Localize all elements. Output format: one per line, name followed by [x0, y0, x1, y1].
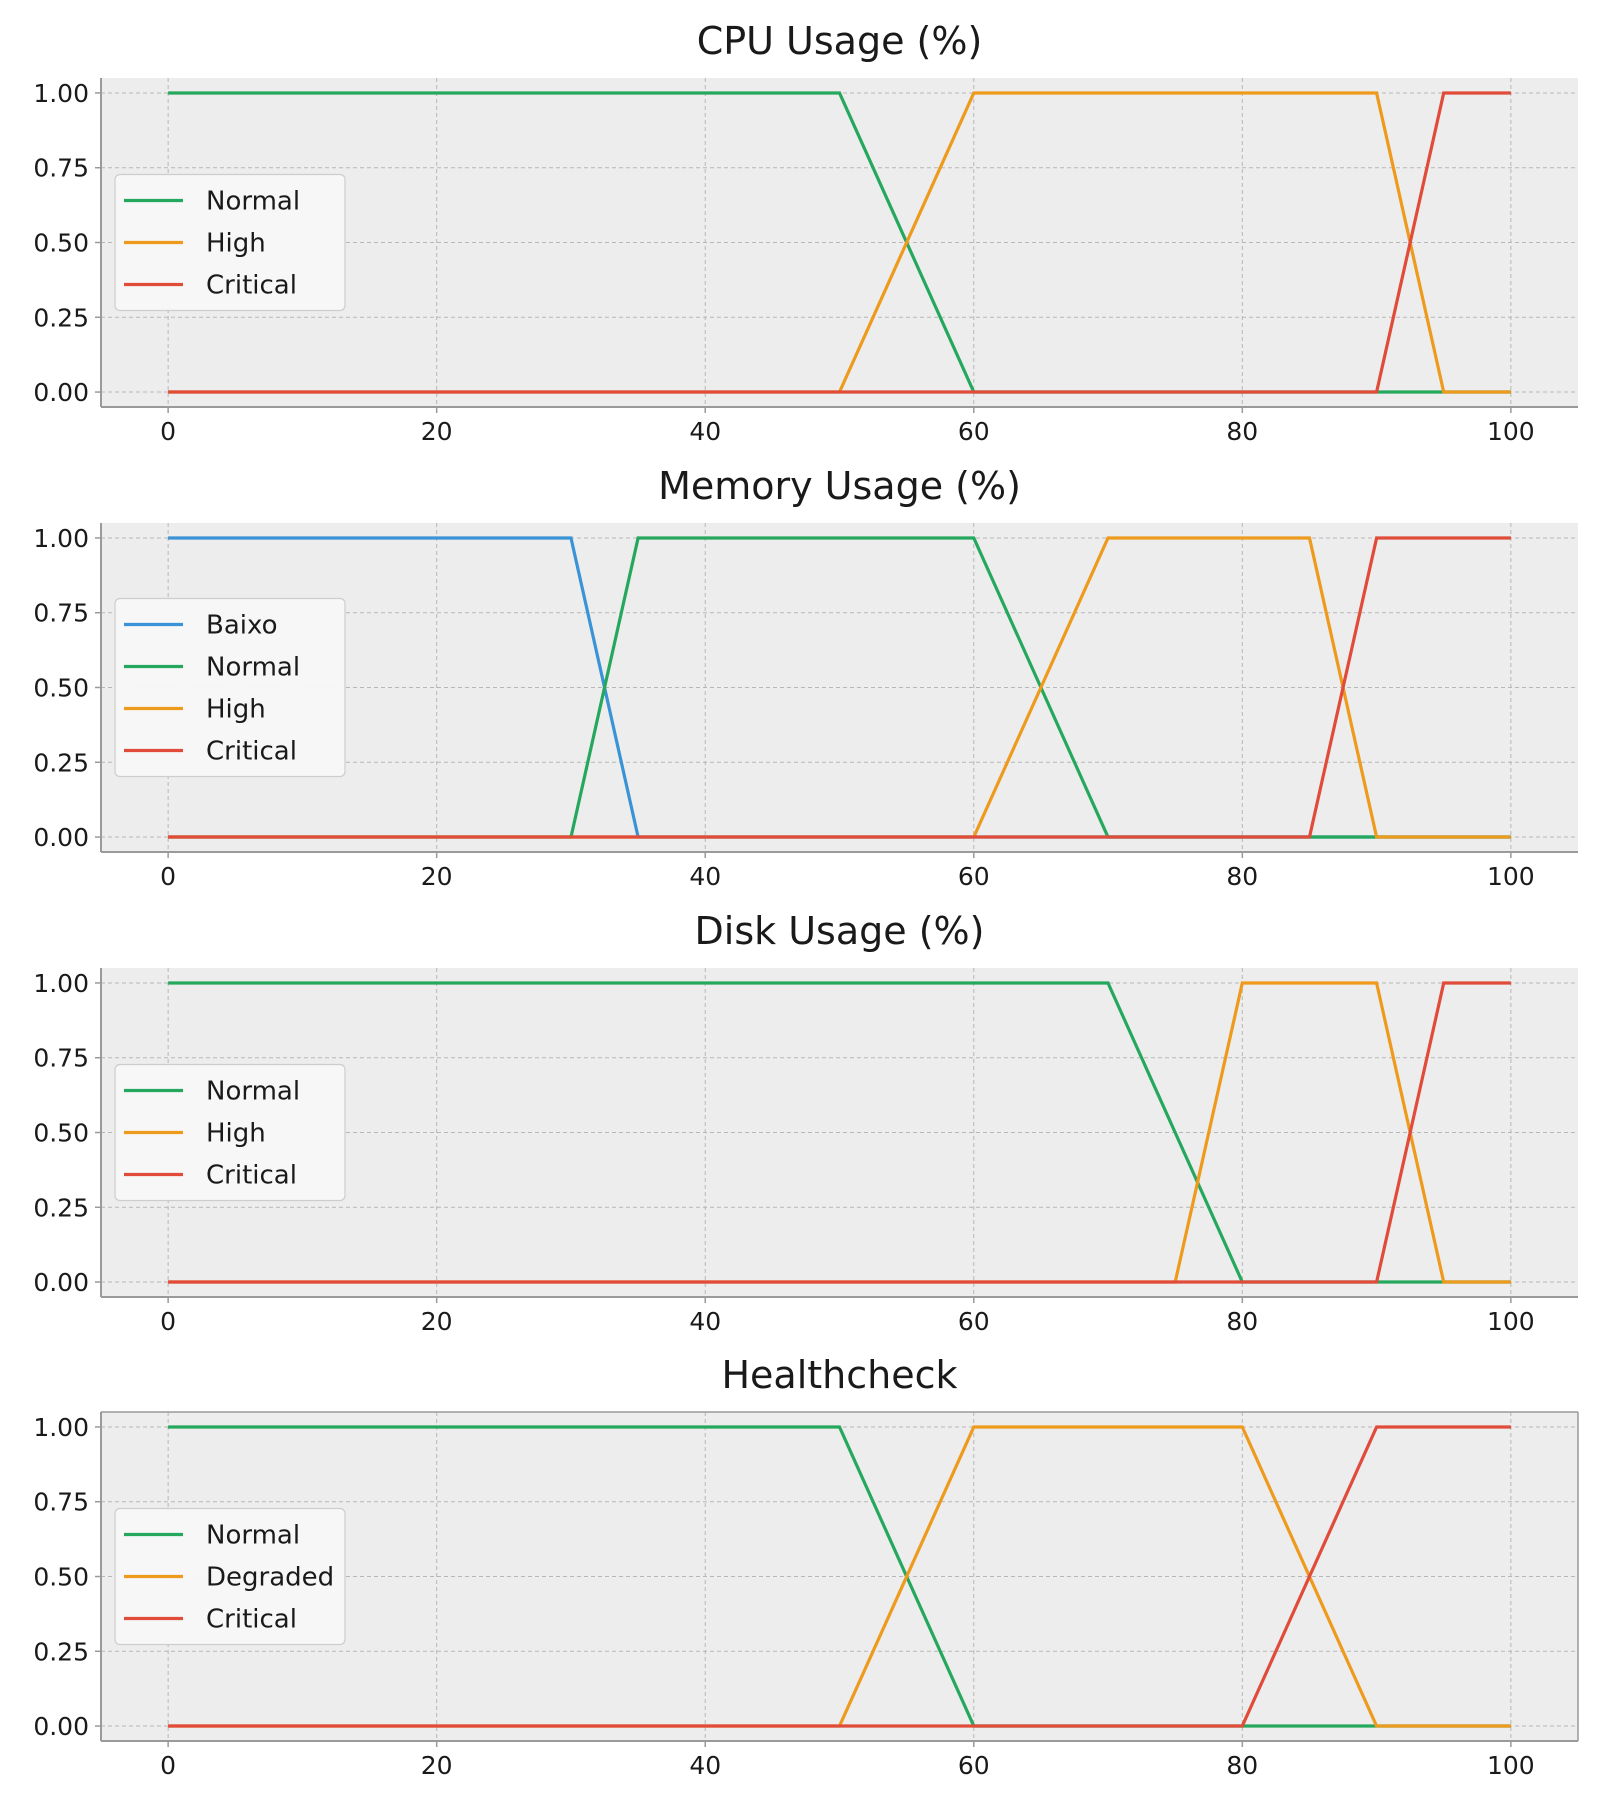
chart-3-ytick-label: 0.75	[33, 1044, 89, 1073]
chart-4-ytick-label: 0.50	[33, 1563, 89, 1592]
chart-2-xtick-label: 0	[160, 862, 176, 891]
chart-3-series-critical-line	[168, 981, 1511, 1284]
chart-4-xtick-label: 40	[689, 1751, 721, 1780]
chart-2-xtick-label: 20	[421, 862, 453, 891]
chart-3-legend: Normal High Critical	[114, 1063, 346, 1202]
chart-1-legend-label-high: High	[206, 229, 266, 259]
chart-3-legend-label-critical: Critical	[206, 1161, 297, 1191]
chart-2-ytick-label: 1.00	[33, 524, 89, 553]
chart-2-title: Memory Usage (%)	[658, 464, 1021, 508]
chart-1-ytick-label: 1.00	[33, 79, 89, 108]
chart-2-xtick-label: 100	[1487, 862, 1535, 891]
chart-3-title: Disk Usage (%)	[695, 909, 985, 953]
chart-4-legend-label-critical: Critical	[206, 1605, 297, 1635]
chart-1-ytick-label: 0.75	[33, 154, 89, 183]
chart-1-xtick-label: 0	[160, 417, 176, 446]
chart-1-legend-label-critical: Critical	[206, 271, 297, 301]
chart-1-xtick-label: 100	[1487, 417, 1535, 446]
chart-4-xtick-label: 0	[160, 1751, 176, 1780]
chart-2: Memory Usage (%) 0 20 40 60 80 100 0.00 0.25 0.50…	[33, 464, 1578, 891]
chart-3-legend-label-high: High	[206, 1119, 266, 1149]
chart-2-legend: Baixo Normal High Critical	[114, 597, 346, 778]
chart-2-legend-label-normal: Normal	[206, 653, 300, 683]
chart-4-ytick-label: 0.00	[33, 1712, 89, 1741]
chart-4-ytick-label: 0.75	[33, 1488, 89, 1517]
chart-2-ytick-label: 0.75	[33, 599, 89, 628]
chart-4-xtick-label: 80	[1226, 1751, 1258, 1780]
chart-3-ytick-label: 1.00	[33, 969, 89, 998]
chart-1-xtick-label: 40	[689, 417, 721, 446]
chart-3-ytick-label: 0.00	[33, 1268, 89, 1297]
chart-2-xtick-label: 80	[1226, 862, 1258, 891]
chart-2-ytick-label: 0.50	[33, 674, 89, 703]
chart-3-xtick-label: 40	[689, 1307, 721, 1336]
chart-1-xtick-label: 20	[421, 417, 453, 446]
chart-4-title: Healthcheck	[721, 1353, 957, 1397]
chart-4-ytick-label: 1.00	[33, 1413, 89, 1442]
chart-3: Disk Usage (%) 0 20 40 60 80 100 0.00 0.25 0.50 0.…	[33, 909, 1578, 1336]
chart-2-legend-label-baixo: Baixo	[206, 611, 278, 641]
chart-3-legend-box	[114, 1063, 346, 1202]
chart-4: Healthcheck 0 20 40 60 80 100 0.00 0.25 0.50 0.75 1…	[33, 1353, 1579, 1780]
chart-4-xtick-label: 20	[421, 1751, 453, 1780]
chart-3-xtick-label: 80	[1226, 1307, 1258, 1336]
chart-1-ytick-label: 0.50	[33, 229, 89, 258]
chart-1-title: CPU Usage (%)	[697, 19, 983, 63]
chart-1-ytick-label: 0.25	[33, 303, 89, 332]
chart-2-xtick-label: 40	[689, 862, 721, 891]
chart-2-xtick-label: 60	[958, 862, 990, 891]
chart-1-ytick-label: 0.00	[33, 378, 89, 407]
chart-4-series-critical-line	[168, 1425, 1511, 1728]
chart-1-xtick-label: 80	[1226, 417, 1258, 446]
chart-1-legend-label-normal: Normal	[206, 187, 300, 217]
chart-2-legend-label-high: High	[206, 695, 266, 725]
chart-4-legend-label-degraded: Degraded	[206, 1563, 334, 1593]
chart-4-legend-box	[114, 1507, 346, 1646]
chart-3-ytick-label: 0.25	[33, 1193, 89, 1222]
chart-1-legend-box	[114, 173, 346, 312]
chart-3-xtick-label: 0	[160, 1307, 176, 1336]
chart-2-ytick-label: 0.00	[33, 823, 89, 852]
chart-4-xtick-label: 100	[1487, 1751, 1535, 1780]
chart-2-series-critical-line	[168, 536, 1511, 839]
chart-3-ytick-label: 0.50	[33, 1119, 89, 1148]
chart-2-legend-box	[114, 597, 346, 778]
chart-4-xtick-label: 60	[958, 1751, 990, 1780]
chart-1: CPU Usage (%) 0 20 40 60 80 100 0.00 0.25 0.50 0.7…	[33, 19, 1578, 446]
chart-3-legend-label-normal: Normal	[206, 1077, 300, 1107]
chart-3-xtick-label: 100	[1487, 1307, 1535, 1336]
chart-1-legend: Normal High Critical	[114, 173, 346, 312]
chart-3-xtick-label: 20	[421, 1307, 453, 1336]
chart-2-ytick-label: 0.25	[33, 748, 89, 777]
chart-1-series-critical-line	[168, 91, 1511, 394]
chart-2-legend-label-critical: Critical	[206, 737, 297, 767]
chart-4-ytick-label: 0.25	[33, 1637, 89, 1666]
chart-3-xtick-label: 60	[958, 1307, 990, 1336]
chart-1-xtick-label: 60	[958, 417, 990, 446]
chart-4-legend-label-normal: Normal	[206, 1521, 300, 1551]
chart-4-legend: Normal Degraded Critical	[114, 1507, 346, 1646]
